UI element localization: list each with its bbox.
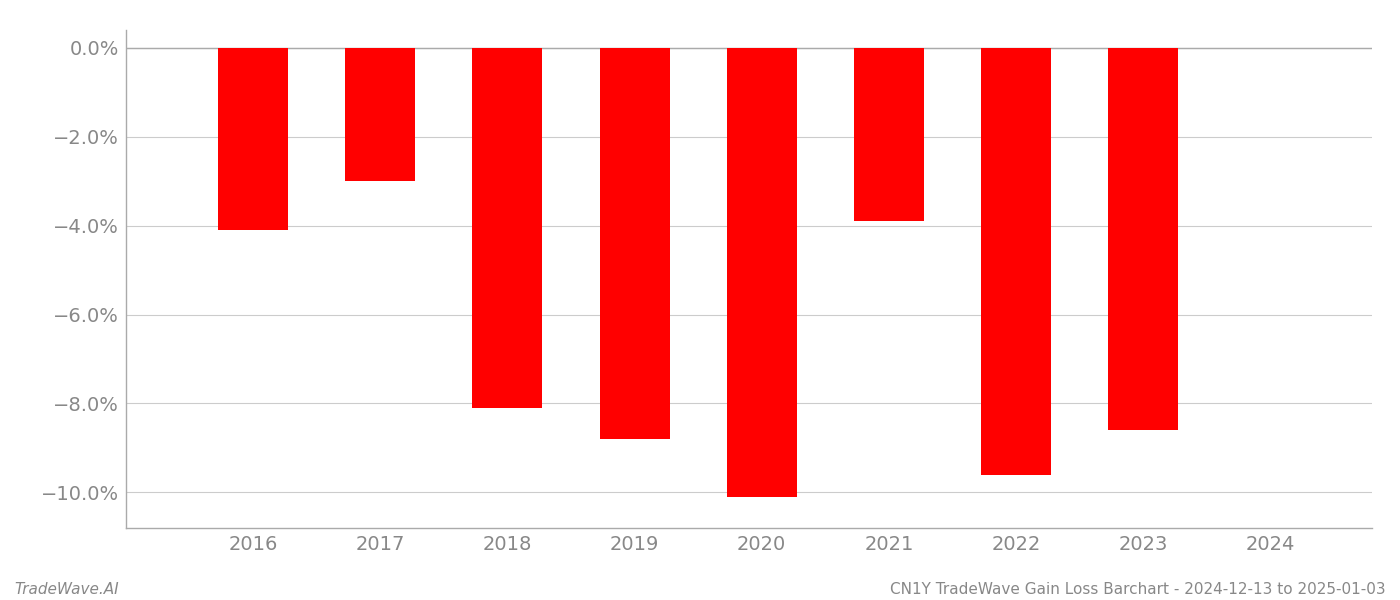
Text: CN1Y TradeWave Gain Loss Barchart - 2024-12-13 to 2025-01-03: CN1Y TradeWave Gain Loss Barchart - 2024… — [890, 582, 1386, 597]
Bar — [472, 48, 542, 408]
Bar — [1109, 48, 1179, 430]
Bar — [981, 48, 1051, 475]
Bar — [854, 48, 924, 221]
Bar — [727, 48, 797, 497]
Bar — [218, 48, 288, 230]
Text: TradeWave.AI: TradeWave.AI — [14, 582, 119, 597]
Bar — [346, 48, 416, 181]
Bar — [599, 48, 669, 439]
